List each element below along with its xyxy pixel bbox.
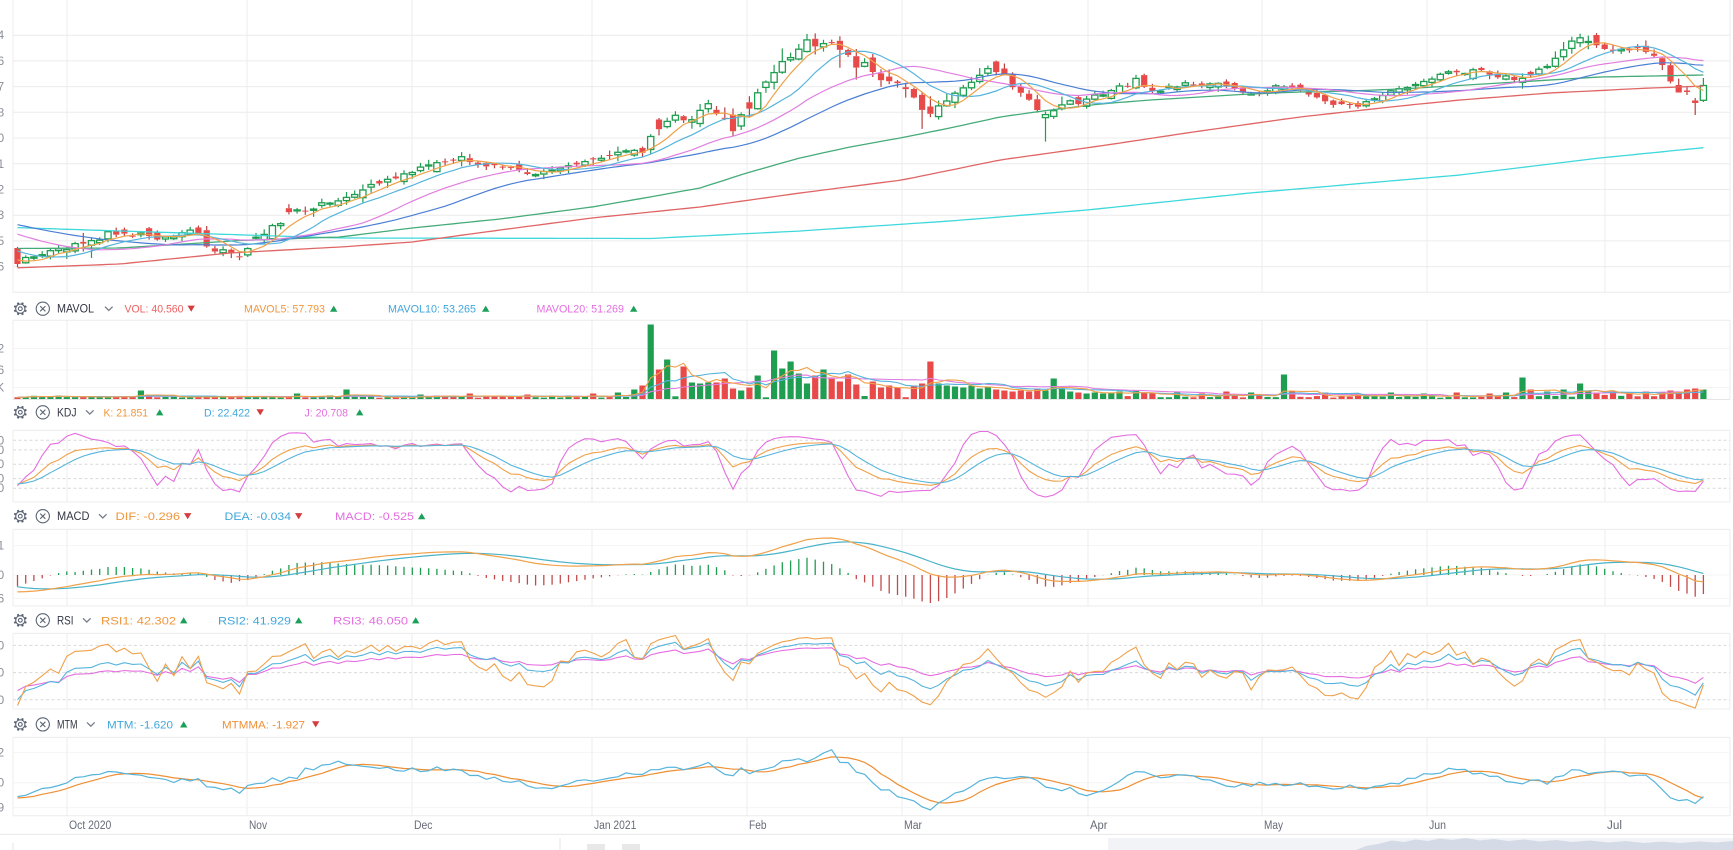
svg-text:0: 0: [0, 638, 5, 652]
svg-text:0: 0: [0, 443, 5, 457]
svg-text:Oct 2020: Oct 2020: [69, 820, 111, 832]
svg-text:MAVOL10: 53.265: MAVOL10: 53.265: [388, 304, 476, 316]
svg-text:KDJ: KDJ: [57, 407, 77, 419]
svg-text:RSI1: 42.302: RSI1: 42.302: [101, 615, 176, 627]
svg-text:Feb: Feb: [749, 820, 767, 832]
svg-text:MACD: -0.525: MACD: -0.525: [335, 511, 414, 523]
svg-text:J: 20.708: J: 20.708: [305, 407, 349, 419]
svg-text:9: 9: [0, 801, 5, 815]
svg-text:3: 3: [0, 208, 5, 222]
svg-text:MACD: MACD: [57, 511, 90, 523]
svg-text:MAVOL5: 57.793: MAVOL5: 57.793: [244, 304, 325, 316]
svg-text:0: 0: [0, 481, 5, 495]
svg-text:Jul: Jul: [1607, 820, 1622, 832]
svg-text:VOL: 40.560: VOL: 40.560: [125, 304, 184, 316]
svg-text:6: 6: [0, 591, 5, 605]
svg-text:0: 0: [0, 457, 5, 471]
svg-text:2: 2: [0, 342, 5, 356]
svg-text:6: 6: [0, 54, 5, 68]
svg-text:Mar: Mar: [904, 820, 922, 832]
svg-text:RSI3: 46.050: RSI3: 46.050: [333, 615, 408, 627]
svg-text:2: 2: [0, 745, 5, 759]
svg-text:Jun: Jun: [1429, 820, 1446, 832]
svg-text:DEA: -0.034: DEA: -0.034: [225, 511, 292, 523]
svg-text:5: 5: [0, 234, 5, 248]
svg-text:4: 4: [0, 28, 5, 42]
svg-text:K: K: [0, 381, 4, 395]
svg-text:MAVOL: MAVOL: [57, 304, 95, 316]
svg-text:0: 0: [0, 472, 5, 486]
svg-text:6: 6: [0, 260, 5, 274]
svg-text:DIF: -0.296: DIF: -0.296: [116, 511, 181, 523]
svg-text:MTMMA: -1.927: MTMMA: -1.927: [222, 719, 305, 731]
svg-text:Dec: Dec: [414, 820, 433, 832]
svg-text:Jan 2021: Jan 2021: [594, 820, 636, 832]
svg-text:May: May: [1264, 820, 1283, 832]
svg-text:0: 0: [0, 693, 5, 707]
svg-text:0: 0: [0, 776, 5, 790]
svg-text:8: 8: [0, 105, 5, 119]
svg-text:0: 0: [0, 568, 5, 582]
svg-text:RSI: RSI: [57, 615, 74, 627]
svg-text:MAVOL20: 51.269: MAVOL20: 51.269: [537, 304, 625, 316]
svg-text:1: 1: [0, 539, 5, 553]
svg-text:Apr: Apr: [1090, 820, 1108, 832]
svg-text:MTM: -1.620: MTM: -1.620: [107, 719, 173, 731]
svg-text:RSI2: 41.929: RSI2: 41.929: [218, 615, 291, 627]
svg-text:2: 2: [0, 183, 5, 197]
svg-text:6: 6: [0, 363, 5, 377]
svg-text:D: 22.422: D: 22.422: [204, 407, 250, 419]
svg-text:0: 0: [0, 433, 5, 447]
svg-text:7: 7: [0, 80, 5, 94]
svg-text:K: 21.851: K: 21.851: [104, 407, 149, 419]
svg-text:1: 1: [0, 157, 5, 171]
svg-text:0: 0: [0, 666, 5, 680]
svg-text:MTM: MTM: [57, 719, 78, 731]
svg-text:0: 0: [0, 131, 5, 145]
svg-text:Nov: Nov: [249, 820, 267, 832]
